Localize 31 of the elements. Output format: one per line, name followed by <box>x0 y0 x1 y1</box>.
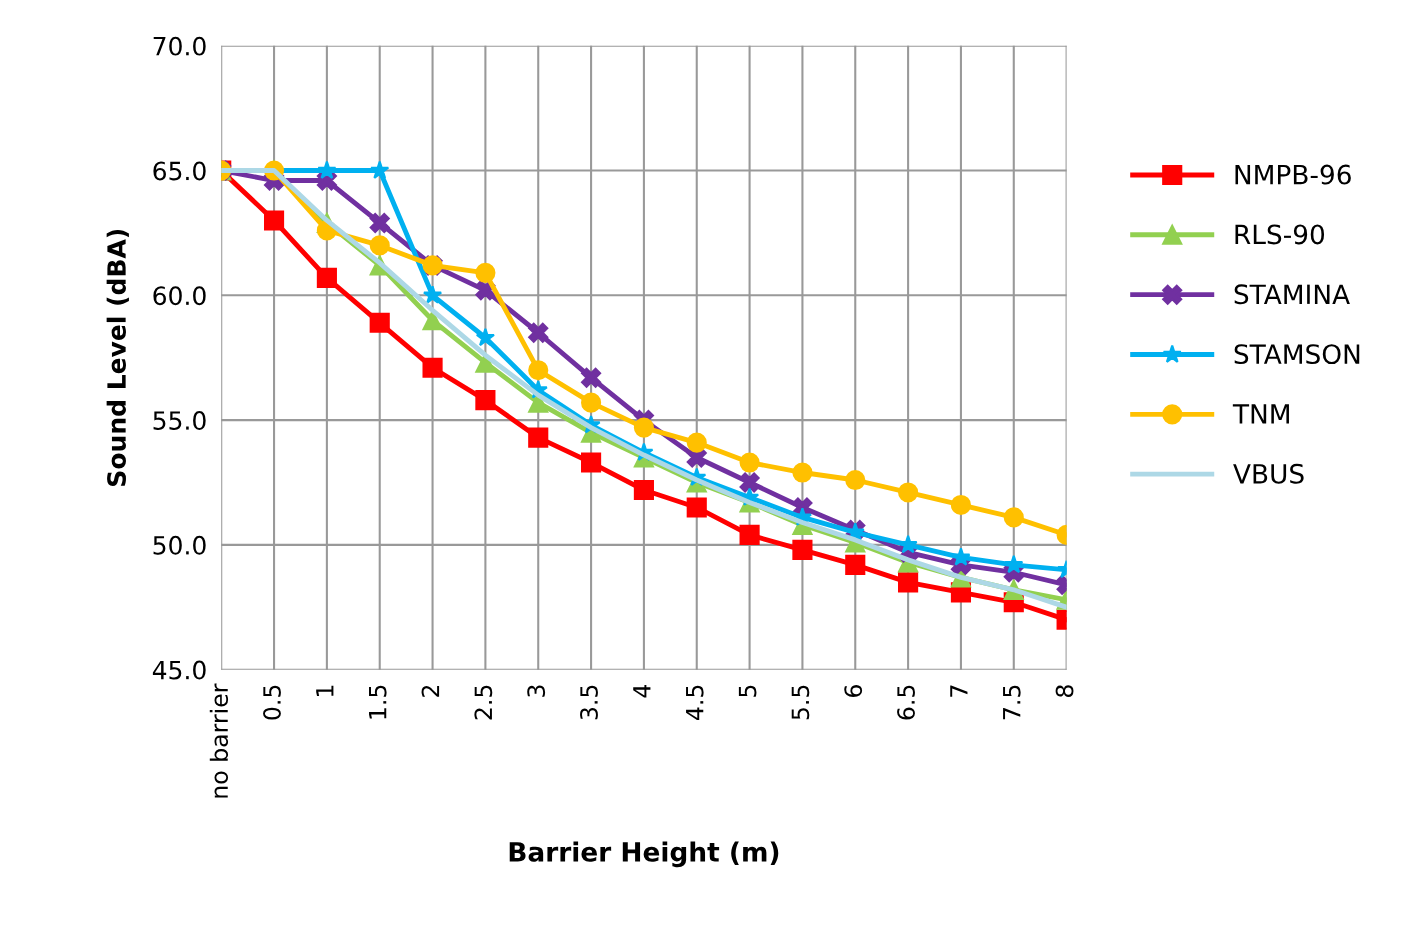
legend-label: RLS-90 <box>1235 224 1325 245</box>
legend-label: NMPB-96 <box>1235 164 1351 185</box>
legend-label: STAMINA <box>1234 284 1350 305</box>
y-tick-label: 65.0 <box>153 161 206 181</box>
legend-label: TNM <box>1232 404 1289 424</box>
x-tick-label: 1.5 <box>369 685 387 719</box>
x-tick-label: 5 <box>738 685 757 697</box>
y-tick-label: 50.0 <box>153 535 206 555</box>
y-tick-label: 70.0 <box>153 36 206 56</box>
x-tick-label: 2 <box>421 685 440 697</box>
x-tick-label: 4 <box>633 684 651 698</box>
y-axis-title: Sound Level (dBA) <box>106 229 129 486</box>
x-tick-label: 3 <box>527 685 546 697</box>
x-tick-label: 0.5 <box>263 685 281 720</box>
y-tick-label: 60.0 <box>153 286 206 306</box>
y-tick-label: 45.0 <box>152 660 206 680</box>
x-tick-label: 6 <box>844 685 863 697</box>
x-tick-label: 3.5 <box>580 685 598 720</box>
x-tick-label: no barrier <box>209 683 229 798</box>
x-tick-label: 7 <box>950 685 968 697</box>
x-tick-label: 1 <box>316 685 334 696</box>
x-tick-label: 7.5 <box>1003 685 1021 720</box>
x-tick-label: 8 <box>1055 685 1074 697</box>
x-tick-label: 4.5 <box>686 685 704 720</box>
x-axis-title: Barrier Height (m) <box>509 841 779 868</box>
legend-label: VBUS <box>1233 463 1304 484</box>
x-tick-label: 2.5 <box>474 685 493 720</box>
y-tick-label: 55.0 <box>153 411 206 430</box>
legend-label: STAMSON <box>1234 344 1360 365</box>
x-tick-label: 5.5 <box>791 685 810 720</box>
x-tick-label: 6.5 <box>897 685 915 720</box>
